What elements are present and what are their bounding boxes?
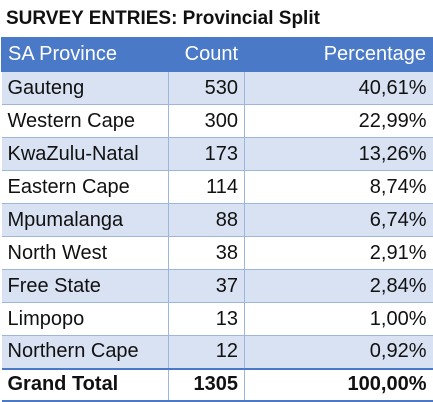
sheet-title: SURVEY ENTRIES: Provincial Split <box>6 8 320 29</box>
grand-total-label[interactable]: Grand Total <box>1 367 169 402</box>
count-cell[interactable]: 38 <box>168 236 245 270</box>
header-percentage[interactable]: Percentage <box>244 37 433 72</box>
province-cell[interactable]: KwaZulu-Natal <box>1 137 169 171</box>
table-body: Gauteng 530 40,61% Western Cape 300 22,9… <box>1 71 433 369</box>
table-header: SA Province Count Percentage <box>1 37 433 72</box>
header-province[interactable]: SA Province <box>1 37 169 72</box>
table-row: North West 38 2,91% <box>1 236 433 270</box>
table-footer: Grand Total 1305 100,00% <box>1 367 433 402</box>
percentage-cell[interactable]: 2,91% <box>244 236 433 270</box>
header-count[interactable]: Count <box>168 37 245 72</box>
percentage-cell[interactable]: 1,00% <box>244 302 433 336</box>
count-cell[interactable]: 37 <box>168 269 245 303</box>
province-cell[interactable]: Free State <box>1 269 169 303</box>
table-row: Gauteng 530 40,61% <box>1 71 433 105</box>
percentage-cell[interactable]: 22,99% <box>244 104 433 138</box>
province-cell[interactable]: Limpopo <box>1 302 169 336</box>
count-cell[interactable]: 88 <box>168 203 245 237</box>
table-row: Eastern Cape 114 8,74% <box>1 170 433 204</box>
percentage-cell[interactable]: 8,74% <box>244 170 433 204</box>
table-row: Mpumalanga 88 6,74% <box>1 203 433 237</box>
grand-total-count[interactable]: 1305 <box>168 367 245 402</box>
count-cell[interactable]: 300 <box>168 104 245 138</box>
table-row: Free State 37 2,84% <box>1 269 433 303</box>
table-row: Limpopo 13 1,00% <box>1 302 433 336</box>
table-row: Western Cape 300 22,99% <box>1 104 433 138</box>
province-table: SA Province Count Percentage Gauteng 530… <box>1 37 433 402</box>
province-cell[interactable]: Mpumalanga <box>1 203 169 237</box>
province-cell[interactable]: Eastern Cape <box>1 170 169 204</box>
province-cell[interactable]: Gauteng <box>1 71 169 105</box>
table-row: Northern Cape 12 0,92% <box>1 335 433 369</box>
header-row: SA Province Count Percentage <box>1 37 433 72</box>
count-cell[interactable]: 12 <box>168 335 245 369</box>
province-cell[interactable]: Western Cape <box>1 104 169 138</box>
province-cell[interactable]: North West <box>1 236 169 270</box>
percentage-cell[interactable]: 0,92% <box>244 335 433 369</box>
province-cell[interactable]: Northern Cape <box>1 335 169 369</box>
percentage-cell[interactable]: 13,26% <box>244 137 433 171</box>
grand-total-row: Grand Total 1305 100,00% <box>1 367 433 402</box>
percentage-cell[interactable]: 2,84% <box>244 269 433 303</box>
count-cell[interactable]: 173 <box>168 137 245 171</box>
grand-total-percentage[interactable]: 100,00% <box>244 367 433 402</box>
count-cell[interactable]: 114 <box>168 170 245 204</box>
percentage-cell[interactable]: 6,74% <box>244 203 433 237</box>
table-row: KwaZulu-Natal 173 13,26% <box>1 137 433 171</box>
count-cell[interactable]: 530 <box>168 71 245 105</box>
count-cell[interactable]: 13 <box>168 302 245 336</box>
percentage-cell[interactable]: 40,61% <box>244 71 433 105</box>
